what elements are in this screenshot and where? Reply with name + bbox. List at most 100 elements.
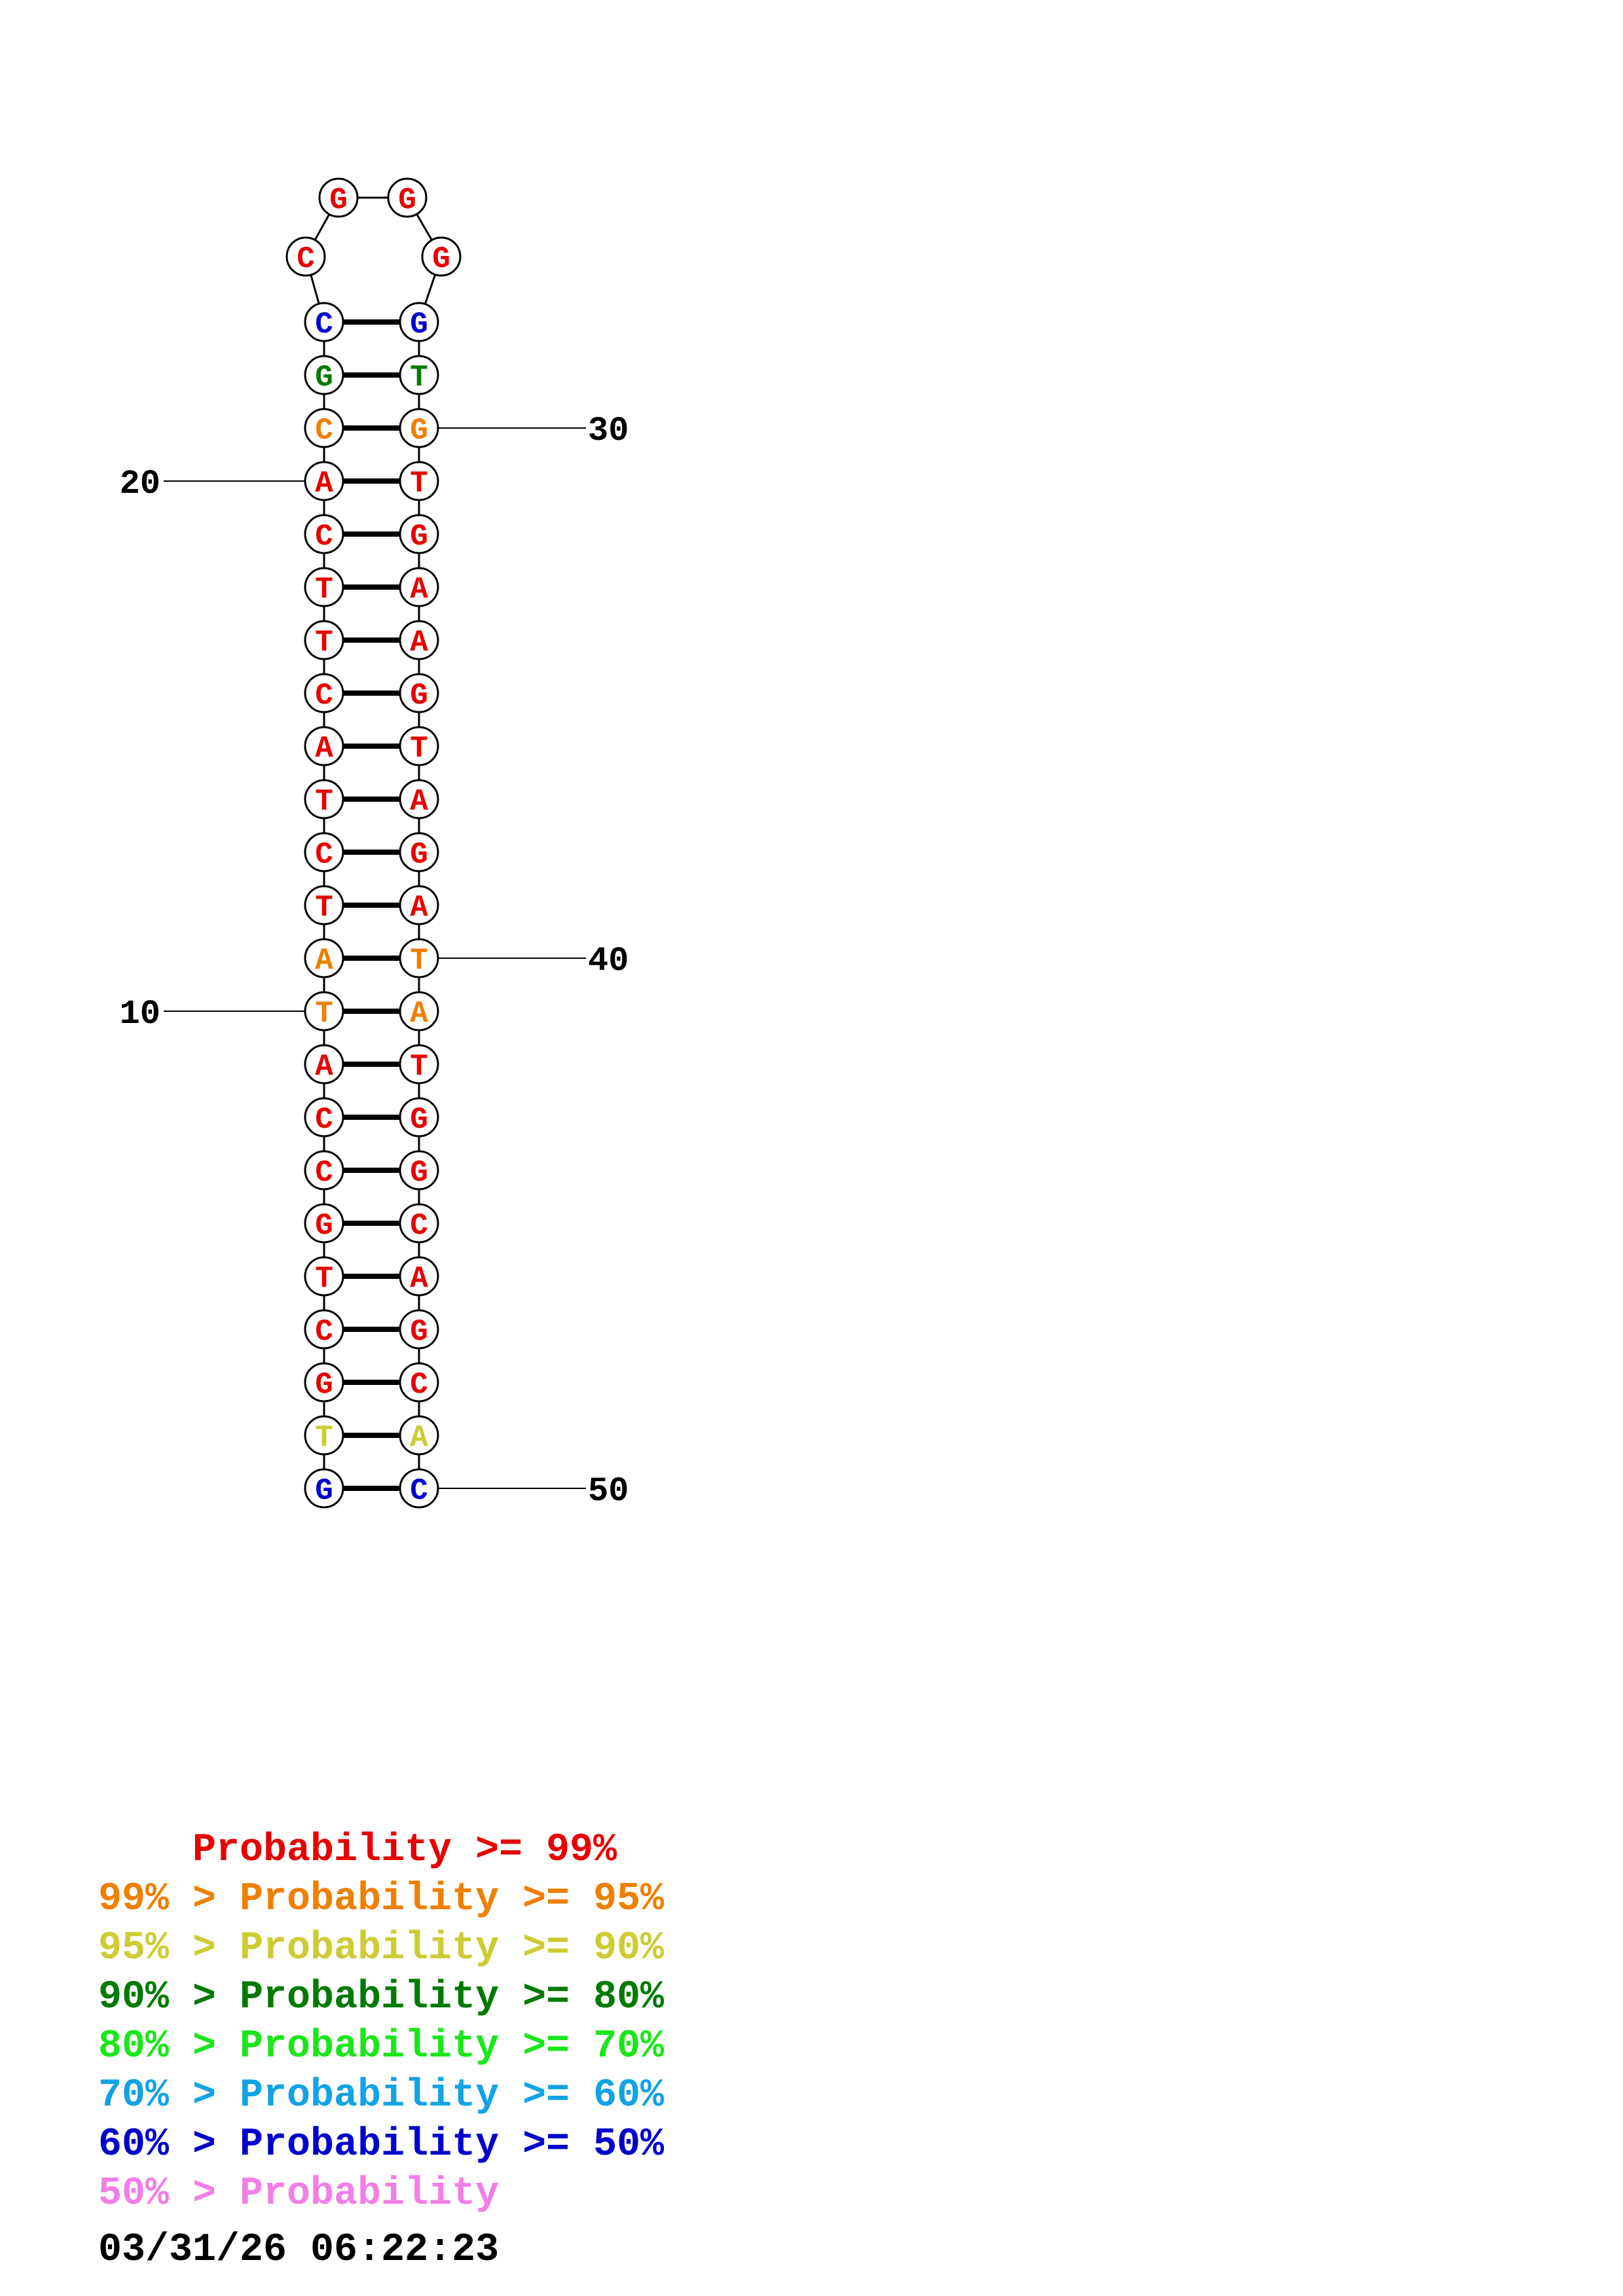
nucleotide-circle <box>304 1468 344 1509</box>
nucleotide-circle <box>399 620 439 660</box>
nucleotide: A <box>399 991 439 1031</box>
nucleotide-circle <box>399 514 439 554</box>
nucleotide-base: A <box>410 1262 428 1296</box>
nucleotide-circle <box>304 567 344 607</box>
nucleotide: G <box>304 1468 344 1509</box>
nucleotide-base: C <box>315 679 333 713</box>
nucleotide-base: T <box>315 891 333 925</box>
nucleotide-base: A <box>410 573 428 607</box>
legend-entry: 90% > Probability >= 80% <box>98 1975 665 2020</box>
nucleotide-base: G <box>410 1315 428 1349</box>
nucleotide-base: A <box>315 1050 333 1084</box>
nucleotide: C <box>304 514 344 554</box>
nucleotide-circle <box>318 177 359 218</box>
nucleotide-base: A <box>315 732 333 766</box>
nucleotide-base: C <box>315 1103 333 1137</box>
nucleotide-base: A <box>410 1421 428 1455</box>
nucleotide-base: G <box>315 1474 333 1508</box>
position-marker: 50 <box>438 1472 629 1511</box>
position-marker: 40 <box>438 942 629 980</box>
nucleotide-circle <box>399 1044 439 1085</box>
nucleotide-circle <box>304 832 344 872</box>
nucleotide-circle <box>399 938 439 978</box>
nucleotide-circle <box>399 355 439 395</box>
nucleotide-base: C <box>315 520 333 554</box>
nucleotide-circle <box>399 1097 439 1138</box>
nucleotide-circle <box>399 1468 439 1509</box>
legend-entry: 70% > Probability >= 60% <box>98 2073 665 2118</box>
nucleotide-base: T <box>315 997 333 1031</box>
nucleotide-circle <box>304 726 344 766</box>
nucleotide-circle <box>304 1415 344 1456</box>
nucleotide-circle <box>304 302 344 342</box>
nucleotide-base: C <box>410 1474 428 1508</box>
nucleotide: T <box>304 885 344 925</box>
nucleotide: G <box>304 1362 344 1403</box>
nucleotide: C <box>285 236 326 277</box>
nucleotide-base: A <box>315 467 333 501</box>
nucleotide-base: T <box>410 732 428 766</box>
nucleotide-base: T <box>315 1262 333 1296</box>
nucleotide: G <box>318 177 359 218</box>
nucleotide: C <box>304 832 344 872</box>
nucleotide-circle <box>304 991 344 1031</box>
nucleotide-base: C <box>297 242 315 276</box>
nucleotide-circle <box>304 408 344 448</box>
nucleotide-circle <box>399 461 439 501</box>
position-label: 10 <box>120 995 160 1033</box>
nucleotide: A <box>399 620 439 660</box>
nucleotide: A <box>304 726 344 766</box>
nucleotide-circle <box>304 355 344 395</box>
nucleotide-base: T <box>315 573 333 607</box>
nucleotide-base: G <box>410 414 428 448</box>
position-label: 50 <box>588 1472 629 1511</box>
nucleotide: C <box>304 673 344 713</box>
nucleotide-circle <box>399 726 439 766</box>
nucleotide-base: A <box>410 891 428 925</box>
nucleotide-base: G <box>410 838 428 872</box>
nucleotide-base: C <box>315 1315 333 1349</box>
nucleotide: C <box>304 1097 344 1138</box>
nucleotide-base: G <box>410 1156 428 1190</box>
legend-entry: 80% > Probability >= 70% <box>98 2024 665 2069</box>
nucleotide-base: T <box>410 467 428 501</box>
nucleotide-base: T <box>410 361 428 395</box>
nucleotide: A <box>399 779 439 819</box>
legend-entry: 99% > Probability >= 95% <box>98 1877 665 1922</box>
legend-entry: 95% > Probability >= 90% <box>98 1926 665 1971</box>
position-label: 30 <box>588 412 629 450</box>
nucleotide-base: T <box>315 785 333 819</box>
nucleotide-circle <box>304 514 344 554</box>
nucleotide-base: G <box>315 361 333 395</box>
nucleotide: C <box>399 1468 439 1509</box>
nucleotide: T <box>304 991 344 1031</box>
nucleotide: C <box>399 1203 439 1244</box>
nucleotide-base: G <box>398 183 416 217</box>
nucleotide: T <box>399 1044 439 1085</box>
nucleotide: C <box>304 302 344 342</box>
nucleotide-base: T <box>410 944 428 978</box>
nucleotide: A <box>304 938 344 978</box>
nucleotide: G <box>399 408 439 448</box>
nucleotide-base: T <box>410 1050 428 1084</box>
nucleotide-circle <box>304 1097 344 1138</box>
legend-entry: 60% > Probability >= 50% <box>98 2123 665 2167</box>
nucleotide-base: A <box>410 785 428 819</box>
nucleotide-base: A <box>410 626 428 660</box>
nucleotide-circle <box>304 1203 344 1244</box>
nucleotide: A <box>399 1256 439 1297</box>
nucleotide: C <box>399 1362 439 1403</box>
nucleotide-circle <box>304 673 344 713</box>
nucleotide-base: C <box>315 308 333 342</box>
nucleotide-circle <box>304 1256 344 1297</box>
nucleotide-circle <box>304 1044 344 1085</box>
nucleotide-base: C <box>410 1209 428 1243</box>
nucleotide: G <box>399 1309 439 1350</box>
nucleotide-base: C <box>315 1156 333 1190</box>
nucleotide: G <box>399 514 439 554</box>
nucleotide: G <box>399 1150 439 1191</box>
nucleotide-base: G <box>432 242 450 276</box>
nucleotide-circle <box>399 1256 439 1297</box>
nucleotide: T <box>304 779 344 819</box>
nucleotide: G <box>304 355 344 395</box>
